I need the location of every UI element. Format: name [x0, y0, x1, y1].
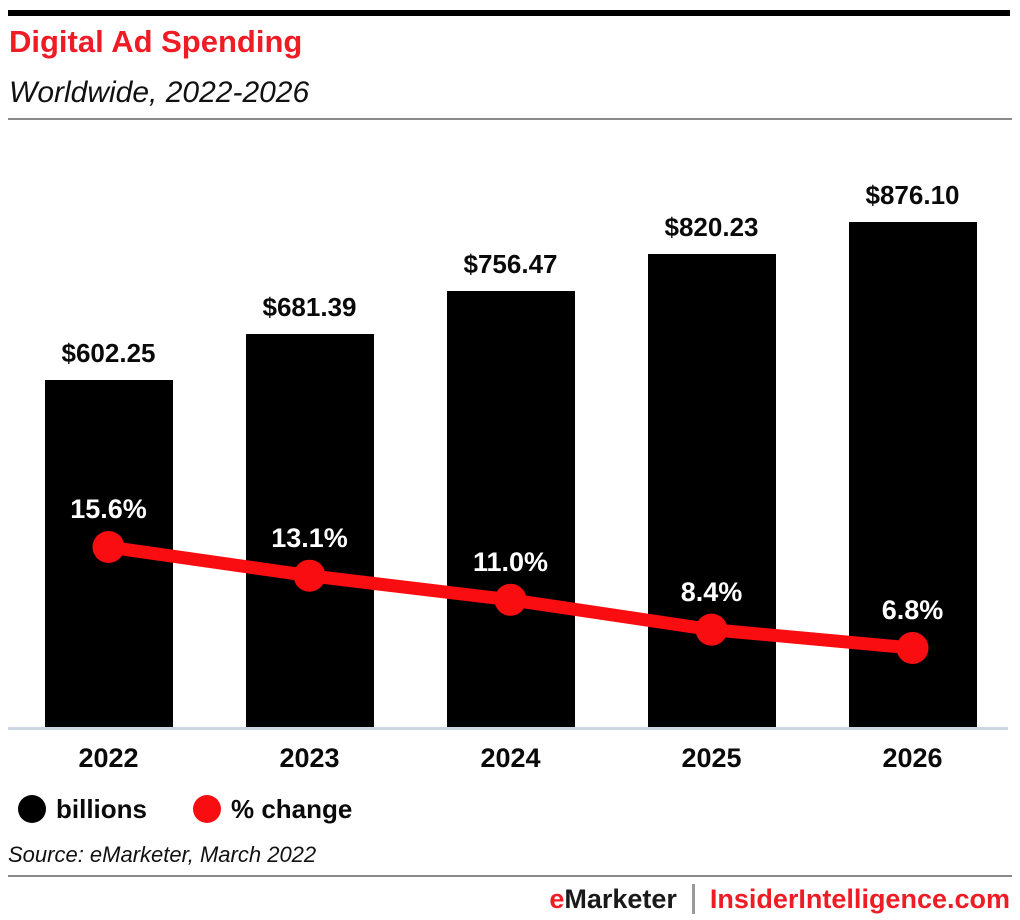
x-axis-label-2024: 2024: [480, 743, 541, 773]
emarketer-brand: eMarketer: [549, 884, 677, 915]
bar-2023: [245, 334, 374, 727]
brand-first-letter: e: [549, 883, 565, 914]
x-axis-baseline: [8, 727, 1008, 730]
bar-value-label: $681.39: [262, 292, 357, 323]
pct-change-label: 11.0%: [472, 546, 549, 577]
header-divider: [8, 118, 1012, 120]
footer-divider: [8, 875, 1012, 877]
insider-intelligence-site: InsiderIntelligence.com: [709, 883, 1010, 914]
chart-subtitle: Worldwide, 2022-2026: [9, 76, 310, 109]
bar-2025: [647, 254, 776, 727]
brand-rest: Marketer: [564, 883, 677, 914]
footer: eMarketer InsiderIntelligence.com: [549, 883, 1010, 915]
bar-2024: [446, 290, 575, 727]
pct-change-label: 6.8%: [881, 595, 944, 626]
pct-change-legend-label: % change: [231, 793, 353, 824]
bar-value-label: $602.25: [61, 337, 156, 368]
source-note: Source: eMarketer, March 2022: [8, 842, 317, 867]
x-axis-label-2022: 2022: [78, 743, 139, 773]
billions-legend-label: billions: [56, 793, 147, 824]
billions-legend-dot-icon: [18, 795, 46, 823]
bar-value-label: $876.10: [865, 180, 960, 210]
x-axis-label-2026: 2026: [882, 743, 943, 773]
x-axis-label-2025: 2025: [681, 743, 742, 773]
chart-legend: billions % change: [18, 794, 352, 824]
pct-change-legend-dot-icon: [193, 795, 221, 823]
x-axis-label-2023: 2023: [279, 743, 340, 773]
bar-2022: [44, 379, 173, 727]
top-accent-bar: [8, 10, 1010, 16]
pct-change-label: 8.4%: [680, 576, 743, 607]
chart-title: Digital Ad Spending: [9, 24, 303, 59]
pct-change-label: 15.6%: [70, 494, 147, 524]
pct-change-label: 13.1%: [271, 522, 348, 553]
bar-value-label: $756.47: [463, 248, 558, 279]
bar-2026: [848, 222, 977, 727]
footer-separator: [691, 884, 695, 914]
bar-value-label: $820.23: [664, 212, 759, 243]
